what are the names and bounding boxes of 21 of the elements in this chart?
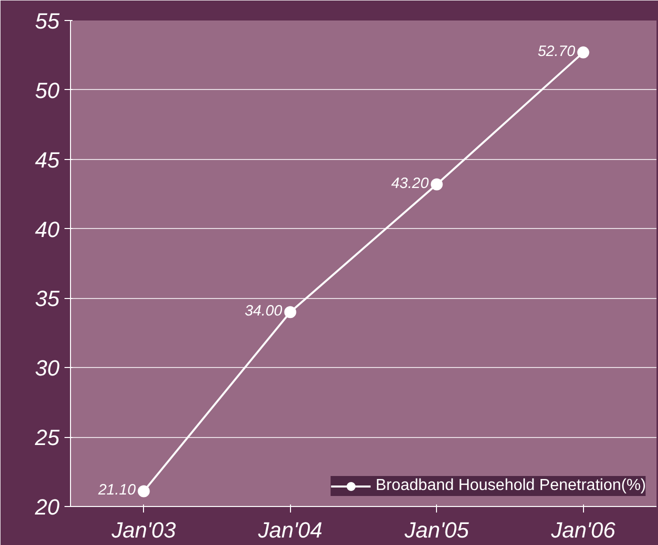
y-tick-label: 50 (35, 78, 60, 103)
data-label: 43.20 (391, 174, 430, 192)
legend-label: Broadband Household Penetration(%) (376, 477, 646, 495)
y-tick-label: 30 (35, 356, 60, 381)
y-tick-label: 20 (34, 494, 60, 520)
data-label: 34.00 (244, 302, 283, 320)
y-tick-label: 45 (35, 147, 60, 172)
y-tick-label: 55 (35, 8, 60, 34)
x-tick-label: Jan'06 (550, 518, 616, 542)
x-tick-label: Jan'03 (110, 518, 177, 542)
point (138, 485, 150, 498)
point (284, 306, 296, 318)
point (430, 178, 443, 190)
point (577, 46, 590, 58)
data-label: 52.70 (538, 42, 576, 60)
y-tick-label: 25 (34, 425, 60, 450)
y-tick-label: 40 (35, 216, 60, 242)
x-tick-label: Jan'05 (404, 518, 470, 542)
data-label: 21.10 (97, 482, 136, 499)
x-tick-label: Jan'04 (257, 518, 322, 542)
y-tick-label: 35 (35, 286, 60, 312)
